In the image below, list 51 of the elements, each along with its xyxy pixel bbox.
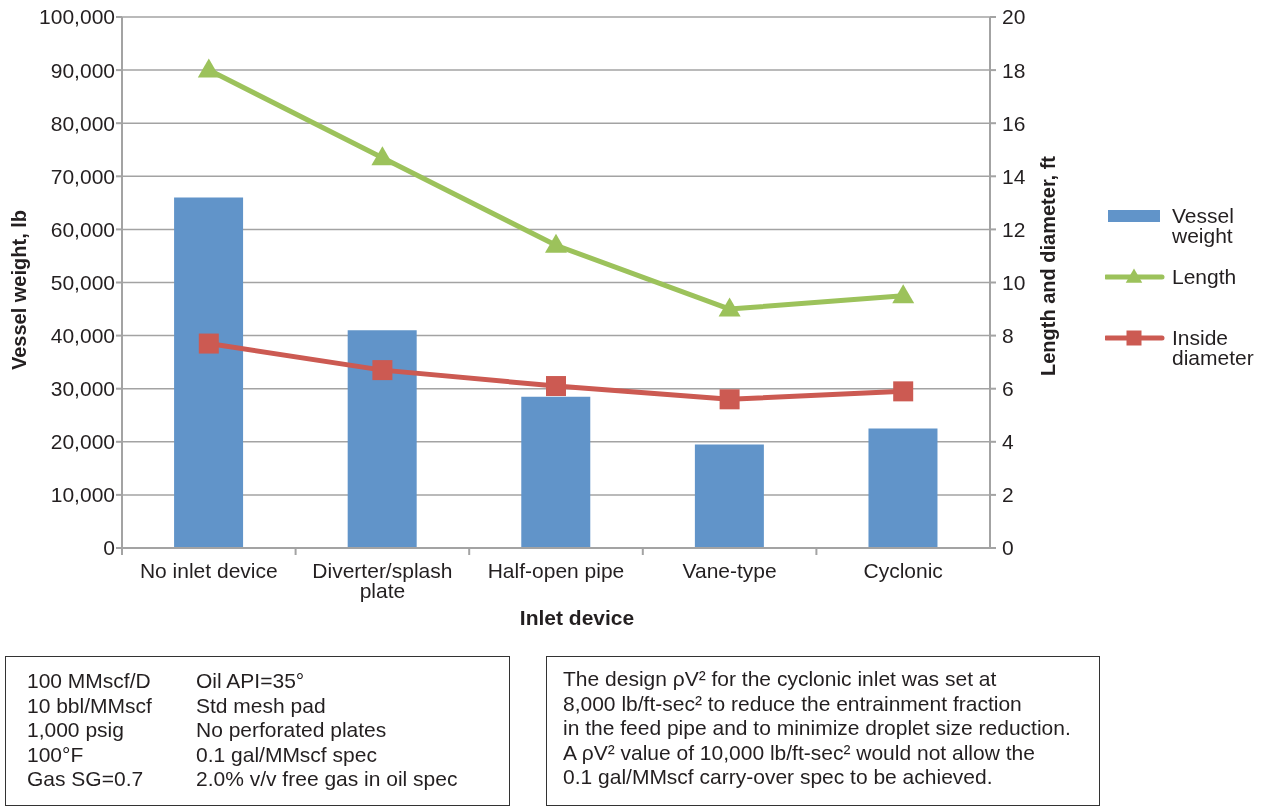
y-tick-label: 50,000 [50, 270, 115, 294]
y2-tick-label: 18 [1002, 58, 1026, 82]
x-tick-label: Vane-type [682, 558, 777, 582]
y2-tick-label: 12 [1002, 217, 1026, 241]
text: 100 MMscf/D 10 bbl/MMscf 1,000 psig 100°F Gas SG=0.7 [27, 669, 152, 792]
text: The design ρV² for the cyclonic inlet was set at 8,000 lb/ft-sec² to reduce the entrainment fraction in the feed pipe and to minimize droplet size reduction. A ρV² value of 10,000 lb/ft-sec² would not allow the 0.1 gal/MMscf carry-over spec to be achieved. [563, 667, 1071, 790]
y2-tick-label: 8 [1002, 324, 1014, 348]
bar [174, 197, 244, 548]
bar [694, 444, 764, 548]
y-tick-label: 40,000 [50, 324, 115, 348]
y2-tick-label: 0 [1002, 536, 1014, 560]
point [719, 389, 740, 410]
x-tick-label: Half-open pipe [487, 558, 625, 582]
y-tick-label: 30,000 [50, 377, 115, 401]
x-tick-label: No inlet device [139, 558, 278, 582]
y2-axis-title: Length and diameter, ft [1037, 155, 1059, 377]
y2-tick-label: 20 [1002, 5, 1026, 29]
point [371, 146, 394, 166]
y-tick-label: 10,000 [50, 483, 115, 507]
y-tick-label: 20,000 [50, 430, 115, 454]
point [718, 297, 741, 317]
bar [868, 428, 938, 548]
point [893, 381, 914, 402]
y2-tick-label: 16 [1002, 111, 1026, 135]
point [545, 233, 567, 253]
y-axis-title: Vessel weight, lb [8, 209, 30, 371]
text: Oil API=35° Std mesh pad No perforated plates 0.1 gal/MMscf spec 2.0% v/v free gas in oil spec [196, 669, 458, 792]
y2-tick-label: 10 [1002, 270, 1026, 294]
point [546, 376, 566, 397]
legend-label: Vessel weight [1172, 204, 1235, 247]
x-tick-label: Diverter/splash plate [312, 558, 453, 602]
y2-tick-label: 4 [1002, 430, 1014, 454]
point [198, 333, 219, 354]
legend-label: Length [1172, 265, 1238, 288]
point [197, 58, 220, 78]
x-tick-label: Cyclonic [863, 558, 943, 582]
bar [521, 396, 591, 548]
y-tick-label: 80,000 [50, 111, 115, 135]
y-tick-label: 90,000 [50, 58, 115, 82]
point [372, 360, 393, 381]
legend-label: Inside diameter [1172, 326, 1255, 369]
y2-tick-label: 6 [1002, 377, 1014, 401]
point [892, 284, 915, 304]
y2-tick-label: 2 [1002, 483, 1014, 507]
bar [347, 330, 417, 548]
y-tick-label: 0 [103, 536, 115, 560]
y-tick-label: 60,000 [50, 217, 115, 241]
x-axis-title: Inlet device [519, 606, 635, 629]
y-tick-label: 100,000 [39, 5, 115, 29]
y-tick-label: 70,000 [50, 164, 115, 188]
y2-tick-label: 14 [1002, 164, 1026, 188]
